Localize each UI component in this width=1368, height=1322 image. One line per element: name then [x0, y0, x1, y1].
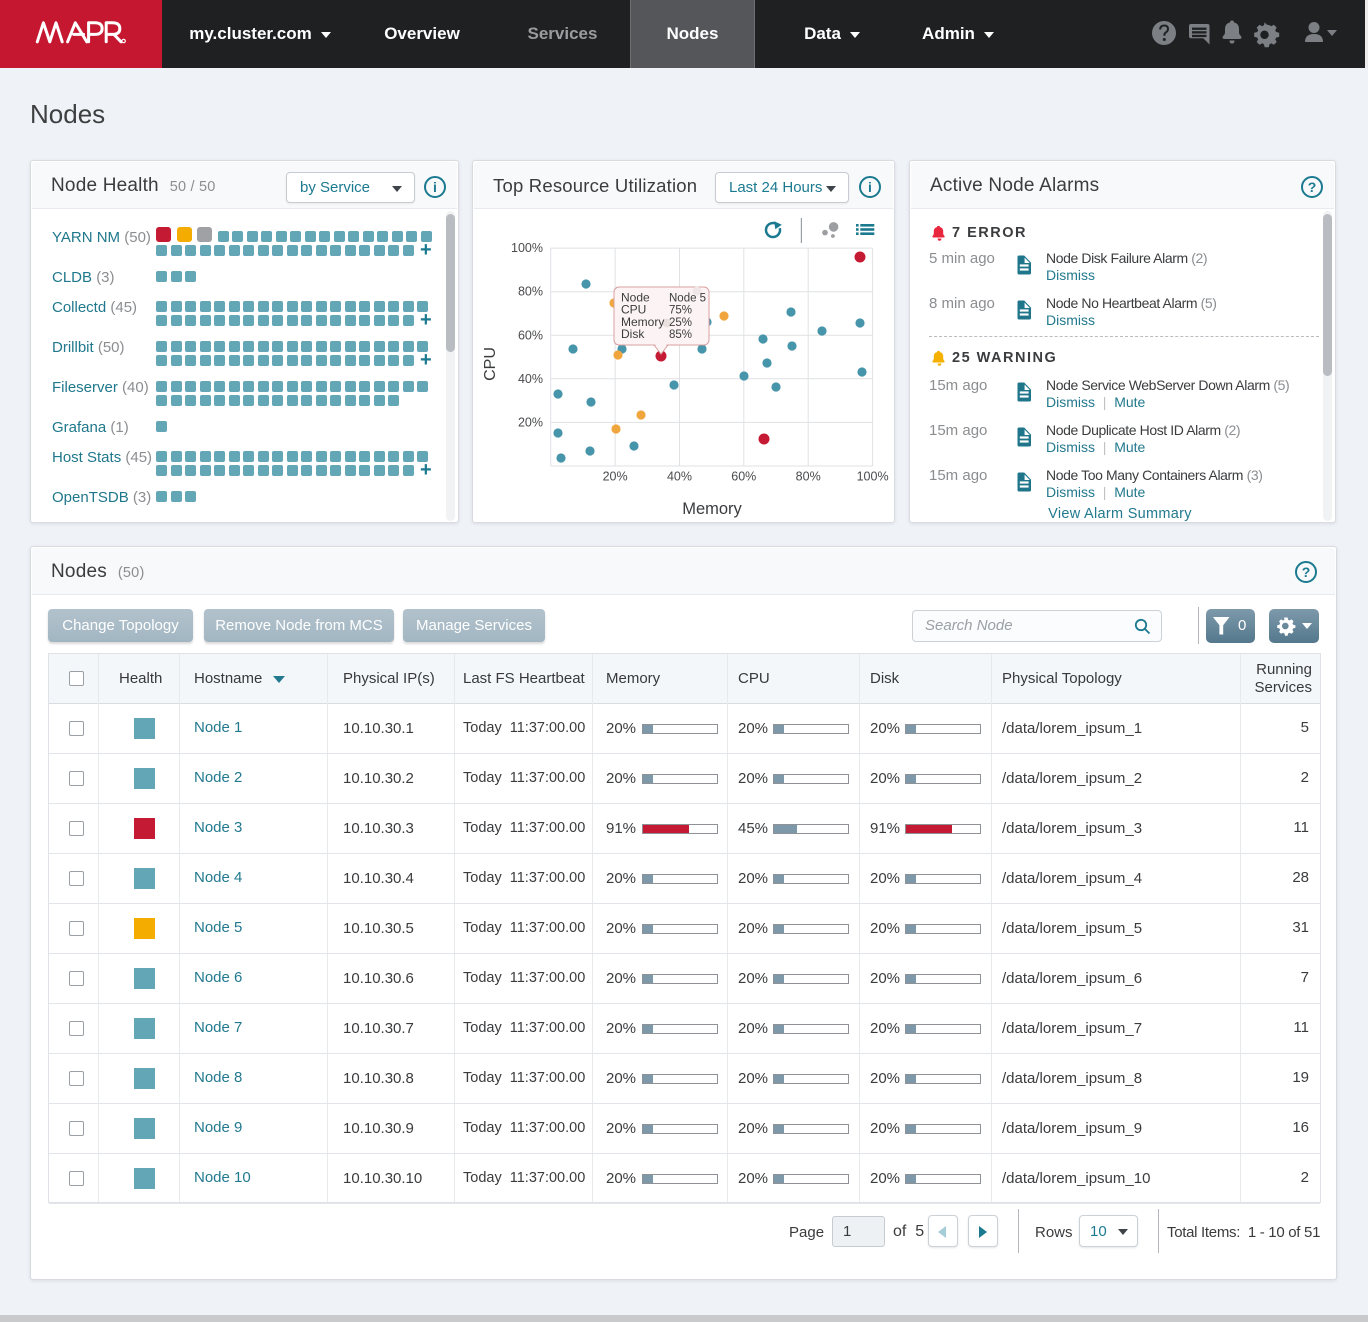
svg-text:60%: 60% [518, 328, 543, 342]
svg-text:Node 5: Node 5 [669, 293, 706, 305]
svg-text:20%: 20% [603, 470, 628, 484]
svg-text:40%: 40% [667, 470, 692, 484]
svg-text:Node: Node [621, 291, 650, 305]
svg-text:20%: 20% [518, 415, 543, 429]
svg-text:CPU: CPU [621, 303, 646, 317]
svg-text:80%: 80% [796, 470, 821, 484]
svg-text:60%: 60% [731, 470, 756, 484]
svg-text:100%: 100% [857, 470, 889, 484]
svg-text:85%: 85% [669, 329, 692, 341]
svg-text:25%: 25% [669, 317, 692, 329]
svg-text:75%: 75% [669, 305, 692, 317]
svg-text:Disk: Disk [621, 327, 645, 341]
svg-text:100%: 100% [511, 241, 543, 255]
svg-text:Memory: Memory [682, 500, 742, 518]
svg-text:40%: 40% [518, 372, 543, 386]
svg-text:80%: 80% [518, 285, 543, 299]
svg-text:Memory: Memory [621, 315, 664, 329]
svg-text:CPU: CPU [482, 347, 499, 381]
